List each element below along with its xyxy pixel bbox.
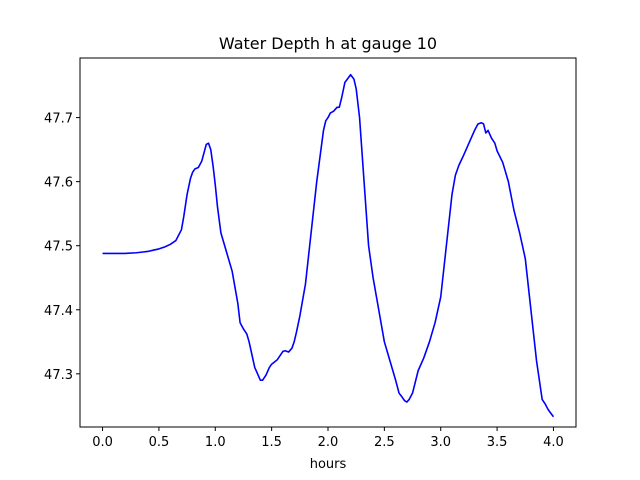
x-tick-label: 3.5: [487, 435, 508, 450]
x-tick-label: 4.0: [543, 435, 564, 450]
x-tick-label: 1.0: [205, 435, 226, 450]
y-tick-label: 47.3: [44, 368, 73, 383]
plot-border: [79, 57, 577, 428]
x-axis-label: hours: [310, 457, 347, 472]
x-tick-label: 0.0: [92, 435, 113, 450]
x-tick-label: 2.5: [374, 435, 395, 450]
x-tick-label: 1.5: [261, 435, 282, 450]
series-layer: [102, 73, 555, 418]
series-line-0: [102, 73, 555, 418]
y-tick-label: 47.6: [44, 176, 73, 191]
y-tick-label: 47.4: [44, 304, 73, 319]
x-tick-label: 0.5: [149, 435, 170, 450]
x-tick-label: 3.0: [430, 435, 451, 450]
y-tick-label: 47.7: [44, 112, 73, 127]
x-axis: 0.0 0.5 1.0 1.5 2.0 2.5 3.0 3.5 4.0: [92, 427, 564, 450]
y-axis: 47.3 47.4 47.5 47.6 47.7: [44, 112, 80, 383]
y-tick-label: 47.5: [44, 240, 73, 255]
x-tick-label: 2.0: [318, 435, 339, 450]
plot-frame: [79, 57, 577, 428]
chart-title: Water Depth h at gauge 10: [219, 34, 437, 53]
